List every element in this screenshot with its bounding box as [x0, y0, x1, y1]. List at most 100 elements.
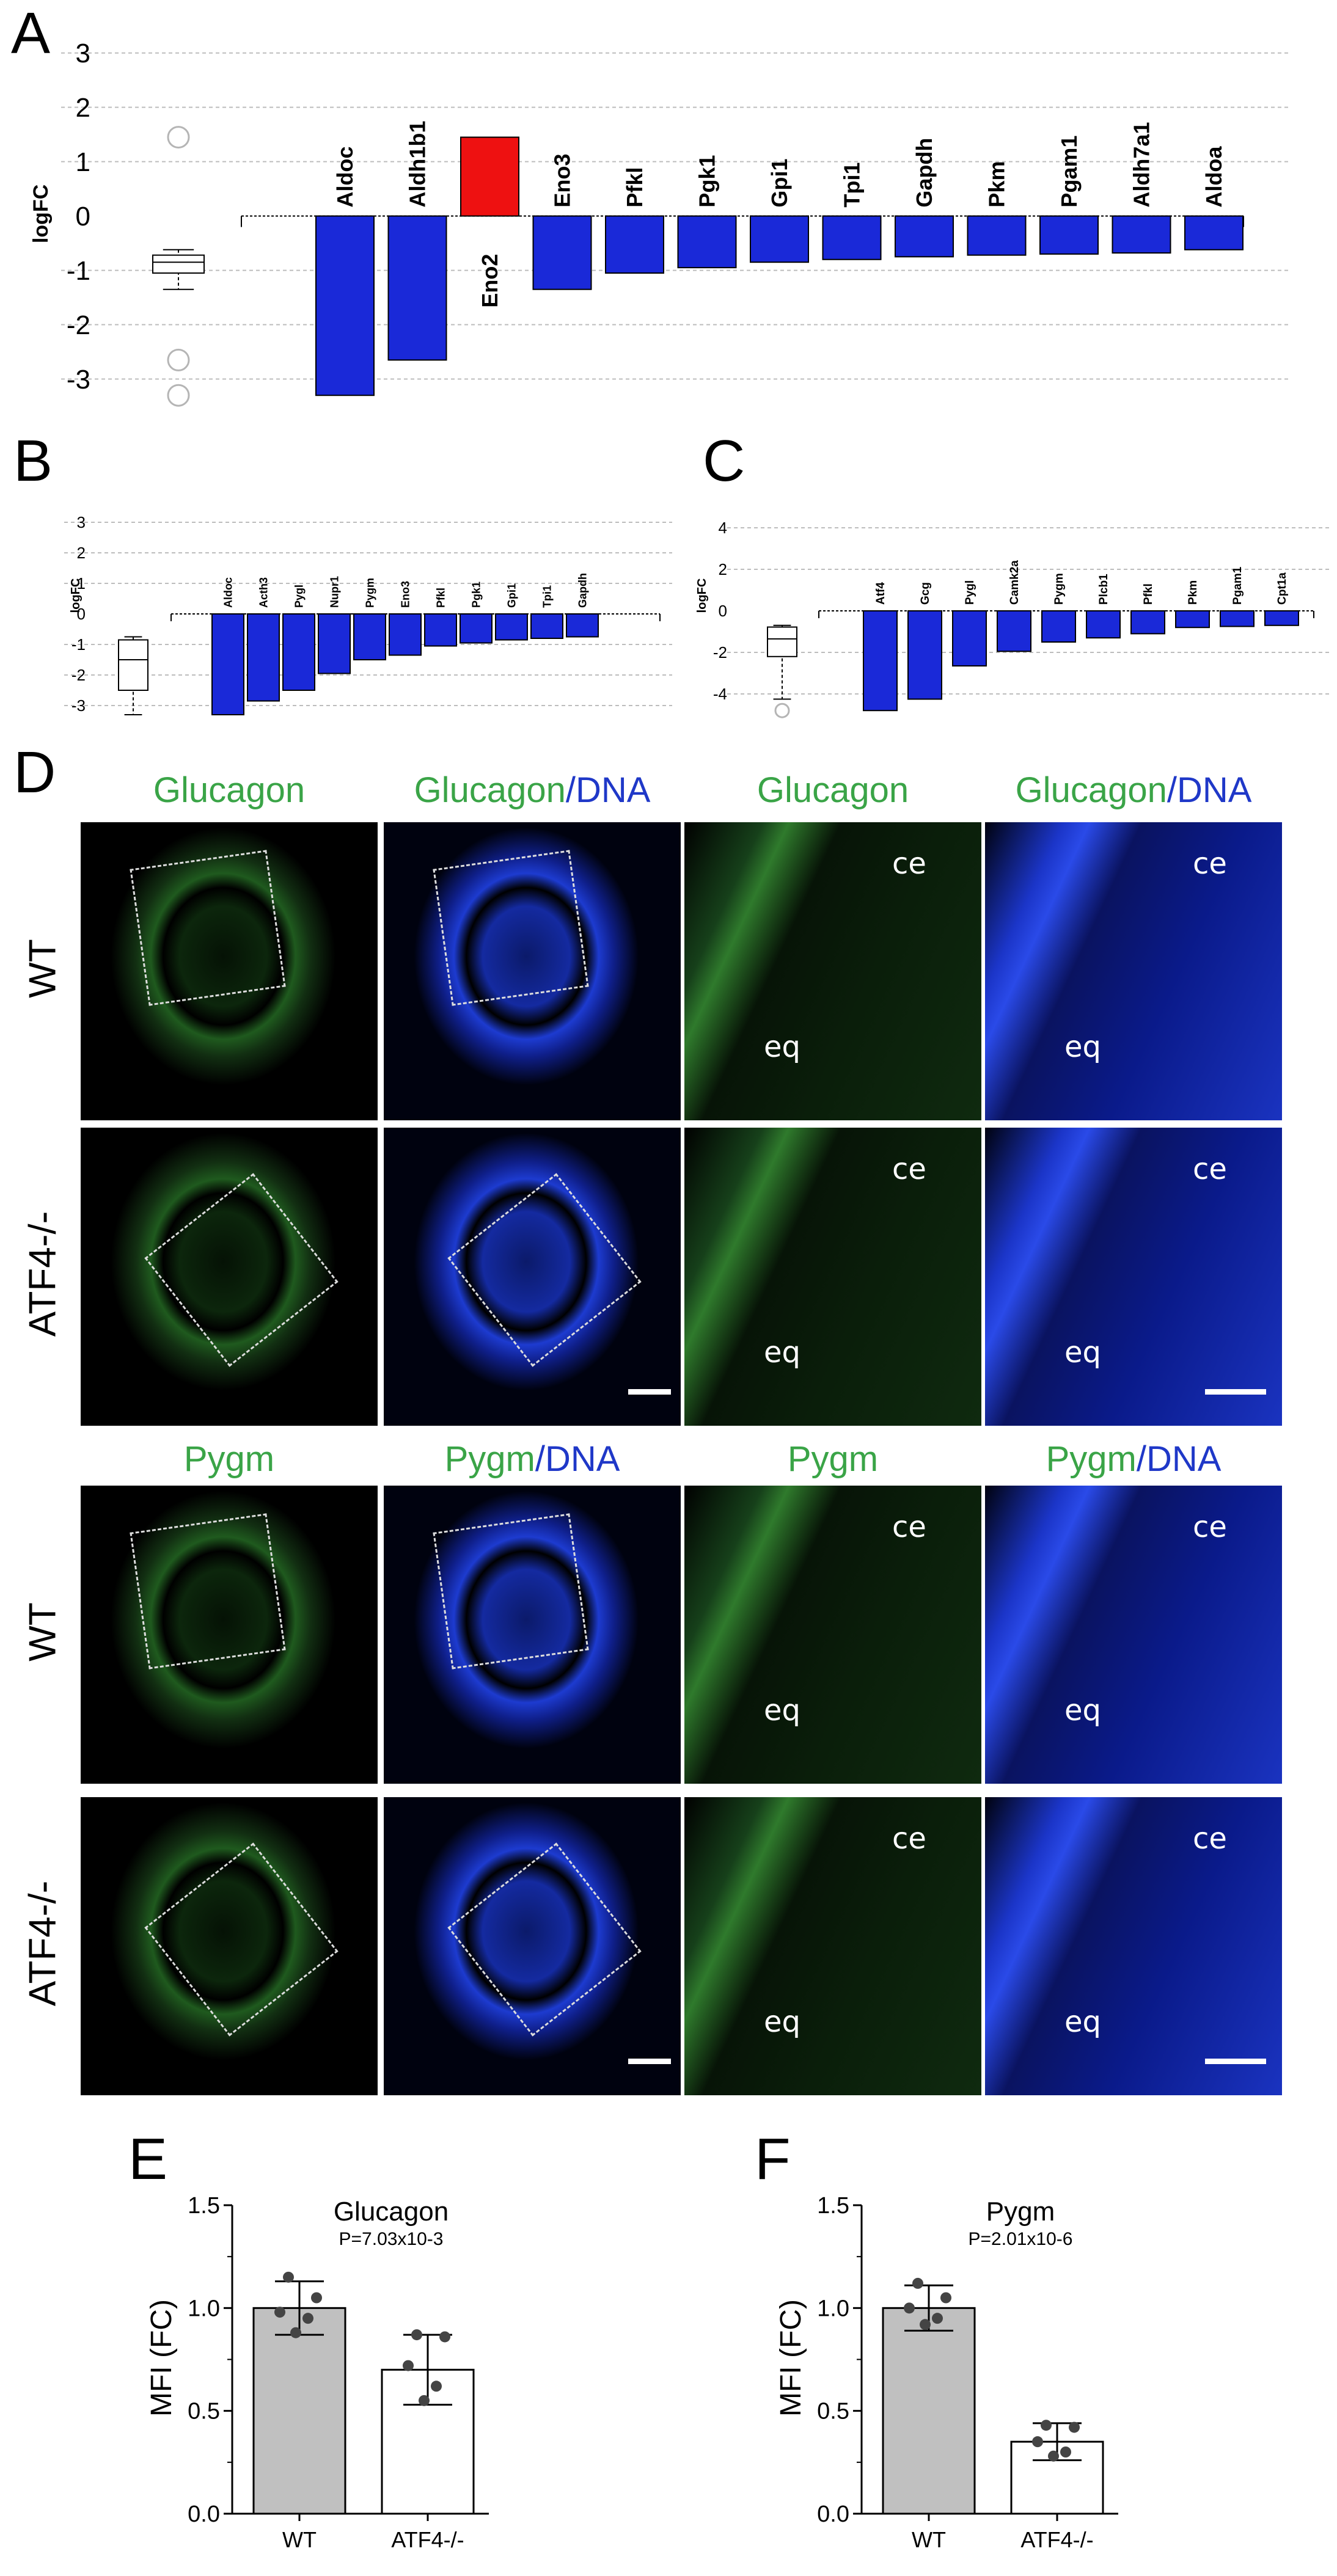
bar-aldoa [1184, 215, 1244, 250]
ce-label: ce [1193, 1510, 1227, 1544]
bar-gapdh [895, 215, 954, 258]
boxplot-outlier [167, 384, 190, 407]
y-tick-label: 0.5 [188, 2399, 220, 2425]
data-point [1032, 2436, 1043, 2448]
bar-gapdh [566, 613, 599, 638]
y-tick-label: 2 [76, 93, 90, 123]
stain-title: Glucagon [81, 770, 378, 811]
stain-name: Glucagon [756, 770, 909, 810]
bar-label: Gpi1 [767, 159, 792, 208]
bar-label: Aldh1b1 [405, 121, 430, 208]
bar-label: Pygl [293, 585, 305, 608]
panel-label-c: C [703, 428, 745, 494]
chart-title: Pygm [986, 2197, 1055, 2227]
stain-name: Pygm [1046, 1439, 1137, 1479]
micrograph-pygm-wt-single-zoom: ce eq [684, 1486, 981, 1784]
stain-title: Glucagon [684, 770, 981, 811]
bar-pgk1 [677, 215, 737, 269]
y-tick-label: 0 [77, 605, 86, 623]
data-point [940, 2292, 951, 2304]
y-axis-label: MFI (FC) [776, 2299, 807, 2417]
stain-name: Pygm [787, 1439, 879, 1479]
y-tick-label: 1.5 [188, 2193, 220, 2219]
bar-label: Tpi1 [840, 162, 865, 208]
p-value: P=2.01x10-6 [969, 2229, 1073, 2249]
zoom-region-box [130, 850, 286, 1006]
bar-pkm [967, 215, 1027, 256]
bar-aldoc [315, 215, 375, 396]
y-tick-label: 0.5 [817, 2399, 849, 2425]
y-axis-label: logFC [29, 184, 53, 243]
bar-pfkl [605, 215, 664, 274]
bar-pfkl [1130, 610, 1165, 635]
stain-title: Pygm [684, 1439, 981, 1480]
stain-name: Glucagon [1015, 770, 1167, 810]
bar-label: Aldh7a1 [1129, 122, 1154, 208]
scale-bar [1205, 1389, 1266, 1395]
zoom-region-box [144, 1173, 339, 1367]
micrograph-pygm-atf4-ko-merge [384, 1797, 681, 2095]
panel-label-f: F [755, 2126, 791, 2192]
bar-plcb1 [1086, 610, 1121, 639]
zoom-region-box [130, 1513, 286, 1669]
stain-name: Pygm [444, 1439, 535, 1479]
bar-atf4 [863, 610, 898, 712]
bar-label: Gapdh [576, 573, 588, 608]
ce-label: ce [892, 1510, 926, 1544]
bar-pygm [353, 613, 386, 660]
y-tick-label: -3 [71, 696, 86, 715]
stain-dna: /DNA [1136, 1439, 1222, 1479]
bar-label: Gcg [919, 582, 932, 605]
bar-label: Pgk1 [695, 155, 720, 208]
y-tick-label: 3 [76, 38, 90, 68]
bar-label: Aldoc [332, 147, 357, 208]
stain-dna: /DNA [1167, 770, 1252, 810]
bar-gcg [907, 610, 942, 700]
stain-title: Pygm/DNA [384, 1439, 681, 1480]
bar-label: Aldoa [1201, 146, 1226, 208]
bar-eno2 [460, 136, 519, 217]
data-point [403, 2360, 414, 2371]
data-point [920, 2319, 931, 2330]
y-tick-label: 2 [719, 560, 727, 578]
bar-pfkl [424, 613, 457, 647]
bar-label: Gpi1 [505, 583, 518, 608]
stain-name: Glucagon [153, 770, 306, 810]
eq-label: eq [764, 1030, 800, 1064]
bar-nupr1 [318, 613, 351, 674]
micrograph-glucagon-wt-merge [384, 822, 681, 1120]
bar-cpt1a [1264, 610, 1299, 626]
y-tick-label: 0 [76, 202, 90, 232]
y-tick-label: -2 [71, 666, 86, 684]
bar-eno3 [532, 215, 592, 290]
bar-tpi1 [822, 215, 882, 260]
data-point [283, 2271, 294, 2283]
data-point [912, 2277, 923, 2289]
bar-label: Eno3 [399, 581, 411, 608]
boxplot-outlier [774, 702, 790, 718]
panel-label-a: A [11, 1, 51, 66]
bar-atf4-/- [1010, 2440, 1104, 2515]
data-point [431, 2381, 442, 2392]
bar-aldh7a1 [1112, 215, 1171, 254]
ce-label: ce [1193, 1152, 1227, 1186]
scale-bar [628, 2059, 671, 2064]
data-point [1048, 2450, 1059, 2462]
stain-title: Pygm [81, 1439, 378, 1480]
stain-name: Pygm [183, 1439, 275, 1479]
ce-label: ce [1193, 1822, 1227, 1856]
y-tick-label: 3 [77, 513, 86, 531]
ce-label: ce [1193, 847, 1227, 881]
bar-label: Pfkl [622, 167, 647, 208]
eq-label: eq [1064, 1693, 1101, 1728]
bar-label: Pgam1 [1057, 136, 1082, 208]
eq-label: eq [1064, 2005, 1101, 2039]
data-point [1060, 2446, 1071, 2457]
y-tick-label: 2 [77, 544, 86, 562]
data-point [290, 2327, 301, 2338]
boxplot-outlier [167, 126, 190, 149]
p-value: P=7.03x10-3 [339, 2229, 444, 2249]
micrograph-glucagon-atf4-ko-single-zoom: ce eq [684, 1128, 981, 1426]
x-tick-label: ATF4-/- [1020, 2527, 1093, 2552]
